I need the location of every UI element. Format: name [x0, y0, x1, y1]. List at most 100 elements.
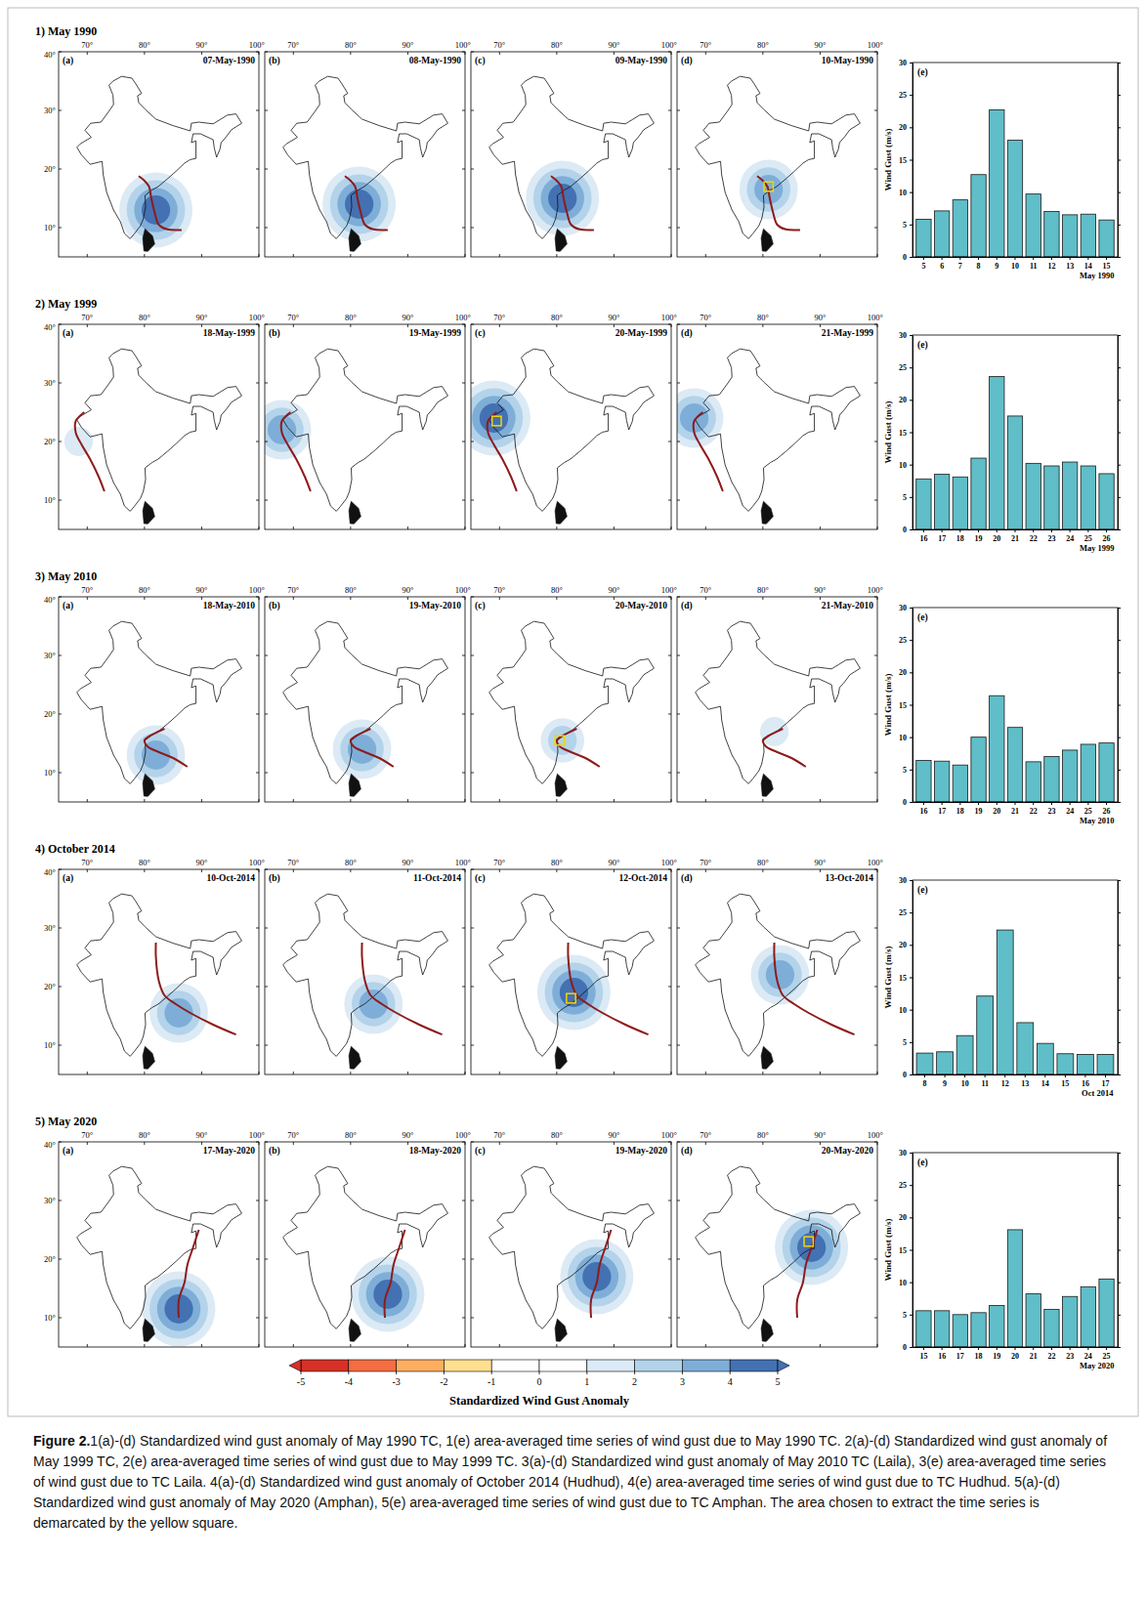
x-tick-label: 17 — [956, 1352, 965, 1361]
lon-tick — [613, 254, 615, 257]
island-outline — [554, 501, 567, 524]
lon-tick — [465, 51, 467, 55]
x-tick-label: 17 — [1101, 1079, 1109, 1089]
lon-tick — [86, 324, 88, 328]
lon-tick — [762, 1071, 764, 1075]
anomaly-level — [343, 974, 403, 1034]
x-tick-label: 24 — [1084, 1352, 1093, 1361]
lon-tick — [201, 596, 203, 600]
lat-tick-label: 40° — [43, 322, 56, 333]
y-tick-mark — [1117, 1250, 1121, 1252]
lon-tick-label: 70° — [493, 312, 506, 323]
lon-tick — [465, 1344, 467, 1348]
lat-tick — [470, 986, 474, 988]
y-tick-mark — [909, 1282, 913, 1284]
x-tick-label: 18 — [975, 1352, 983, 1361]
lon-tick — [86, 1344, 88, 1348]
y-tick-mark — [909, 465, 913, 467]
x-tick-mark — [1032, 256, 1034, 260]
map-panel — [470, 51, 672, 257]
lon-tick — [86, 51, 88, 55]
x-tick-mark — [1032, 802, 1034, 806]
island-outline — [142, 773, 155, 797]
panel-letter: (b) — [268, 328, 281, 340]
lat-tick — [874, 441, 878, 443]
caption-line: May 1999 TC, 2(e) area-averaged time ser… — [33, 1453, 1106, 1470]
x-tick-label: 19 — [975, 534, 983, 544]
lat-tick — [874, 1142, 878, 1144]
bar — [1044, 212, 1060, 257]
lon-tick — [258, 254, 260, 257]
lon-tick — [258, 324, 260, 328]
y-axis: 051015202530 — [898, 1148, 914, 1353]
anomaly-level — [157, 990, 202, 1036]
lon-tick — [819, 51, 821, 55]
bar — [952, 764, 968, 803]
lon-tick-label: 70° — [81, 857, 93, 868]
lat-tick — [264, 1259, 268, 1261]
y-tick-mark — [1117, 880, 1121, 882]
y-tick-mark — [909, 1315, 913, 1316]
lon-tick-label: 100° — [661, 40, 678, 50]
bar — [1099, 743, 1114, 803]
lon-tick-label: 100° — [455, 312, 471, 323]
y-tick: 0 — [902, 798, 913, 807]
x-tick: 24 — [1065, 802, 1074, 816]
colorbar-bin — [587, 1359, 636, 1372]
x-tick-mark — [941, 256, 943, 260]
lat-tick — [58, 596, 62, 598]
lon-tick-label: 90° — [607, 40, 620, 50]
x-tick-mark — [1015, 1347, 1017, 1351]
x-tick: 14 — [1041, 1074, 1050, 1089]
map-panel — [470, 324, 672, 530]
country-outline — [77, 893, 243, 1057]
lat-tick — [255, 1259, 259, 1261]
lat-tick — [58, 655, 62, 657]
lon-tick — [671, 526, 673, 530]
lon-tick — [877, 526, 879, 530]
y-tick-label: 20 — [898, 123, 907, 132]
lon-tick — [671, 799, 673, 803]
y-tick — [1117, 432, 1121, 434]
colorbar-bin — [539, 1359, 588, 1372]
x-tick: 24 — [1084, 1347, 1093, 1361]
bar — [936, 1052, 954, 1075]
map-panel — [58, 51, 259, 257]
y-tick-mark — [1117, 192, 1121, 194]
lat-tick — [677, 1259, 680, 1261]
y-tick: 20 — [898, 668, 913, 678]
y-tick: 20 — [898, 123, 913, 132]
lat-tick — [677, 1142, 680, 1144]
colorbar-arrow — [289, 1359, 301, 1372]
x-tick-label: 18 — [956, 806, 965, 816]
panel-date: 20-May-1999 — [615, 328, 669, 339]
bar — [1057, 1054, 1074, 1075]
y-tick-mark — [909, 607, 913, 609]
x-tick: 10 — [961, 1074, 970, 1089]
lon-tick — [762, 596, 764, 600]
lon-tick — [465, 324, 467, 328]
bar — [989, 376, 1005, 530]
anomaly-level — [760, 717, 789, 747]
map-frame — [264, 869, 466, 1075]
lat-tick — [264, 227, 268, 229]
anomaly-level — [537, 955, 611, 1031]
x-tick: 20 — [1011, 1347, 1019, 1361]
lat-tick — [264, 324, 268, 326]
panel-letter: (c) — [474, 1146, 486, 1157]
y-tick: 15 — [898, 156, 913, 166]
bar — [916, 219, 932, 257]
y-tick — [1117, 399, 1121, 401]
lon-tick — [293, 1344, 295, 1348]
lat-tick — [58, 1142, 62, 1144]
lon-tick-label: 100° — [661, 585, 678, 595]
lat-tick — [58, 1200, 62, 1202]
lat-tick — [677, 382, 680, 384]
lon-tick-label: 100° — [867, 585, 884, 595]
y-tick-label: 25 — [898, 363, 907, 373]
colorbar-tick — [395, 1371, 397, 1375]
lon-tick — [671, 1344, 673, 1348]
country-outline — [695, 348, 861, 511]
lon-tick — [143, 596, 145, 600]
lat-tick-label: 20° — [43, 164, 56, 174]
